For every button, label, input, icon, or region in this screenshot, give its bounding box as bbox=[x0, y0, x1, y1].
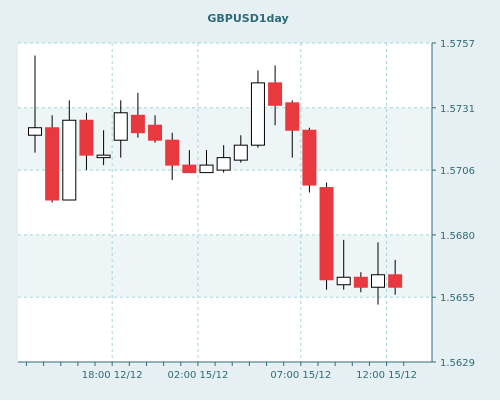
candle-body-down bbox=[182, 164, 197, 174]
y-tick-label: 1.5706 bbox=[440, 166, 475, 177]
candle-body-up bbox=[216, 157, 231, 171]
candles bbox=[28, 55, 403, 305]
plot-area bbox=[18, 43, 432, 362]
candle-body-up bbox=[336, 276, 351, 286]
x-tick-label: 12:00 15/12 bbox=[356, 370, 417, 381]
candle-body-down bbox=[165, 139, 180, 166]
candle bbox=[165, 132, 180, 181]
y-tick-label: 1.5629 bbox=[440, 358, 475, 369]
candle-body-up bbox=[371, 274, 385, 288]
candle bbox=[250, 70, 265, 148]
candle bbox=[62, 100, 77, 201]
x-tick-label: 07:00 15/12 bbox=[270, 370, 331, 381]
candle bbox=[45, 115, 60, 203]
candle-body-down bbox=[148, 124, 163, 141]
candle-body-up bbox=[113, 112, 128, 141]
candle bbox=[371, 242, 385, 305]
y-tick-label: 1.5731 bbox=[440, 104, 475, 115]
plot-bands bbox=[18, 43, 432, 362]
candle bbox=[199, 150, 214, 174]
candle-body-up bbox=[250, 82, 265, 146]
y-tick-label: 1.5757 bbox=[440, 39, 475, 50]
candle-body-down bbox=[302, 129, 317, 186]
y-tick-labels: 1.5757 1.5731 1.5706 1.5680 1.5655 1.5629 bbox=[432, 39, 475, 369]
candle bbox=[96, 130, 111, 166]
axes bbox=[18, 43, 433, 366]
candle-body-up bbox=[28, 127, 42, 136]
candle bbox=[268, 65, 283, 126]
candle-body-up bbox=[96, 154, 111, 159]
candle-body-down bbox=[388, 274, 403, 288]
candle bbox=[79, 112, 94, 171]
plot-band bbox=[18, 234, 432, 298]
candle bbox=[130, 92, 145, 138]
chart-title: GBPUSD1day bbox=[207, 12, 288, 25]
candle bbox=[388, 259, 403, 295]
candle bbox=[319, 182, 334, 290]
candle-body-down bbox=[319, 187, 334, 281]
candle-body-down bbox=[285, 102, 300, 131]
candle bbox=[113, 100, 128, 158]
candle bbox=[182, 150, 197, 174]
candle-body-up bbox=[62, 119, 77, 201]
candle-body-down bbox=[130, 114, 145, 134]
candle-body-down bbox=[353, 276, 368, 288]
candle-body-down bbox=[45, 127, 60, 201]
x-tick-label: 02:00 15/12 bbox=[168, 370, 229, 381]
candle bbox=[285, 100, 300, 158]
candle bbox=[353, 272, 368, 293]
candle bbox=[28, 55, 42, 153]
candle-body-down bbox=[79, 119, 94, 156]
y-tick-label: 1.5680 bbox=[440, 231, 475, 242]
candle-body-up bbox=[199, 164, 214, 174]
candle-body-up bbox=[233, 144, 248, 161]
x-tick-labels: 18:00 12/12 02:00 15/12 07:00 15/12 12:00 1… bbox=[82, 370, 417, 381]
candle bbox=[302, 127, 317, 193]
candle bbox=[148, 115, 163, 143]
x-tick-label: 18:00 12/12 bbox=[82, 370, 143, 381]
candle bbox=[216, 145, 231, 173]
candle bbox=[233, 135, 248, 163]
y-tick-label: 1.5655 bbox=[440, 293, 475, 304]
candle-body-down bbox=[268, 82, 283, 106]
candle bbox=[336, 239, 351, 290]
